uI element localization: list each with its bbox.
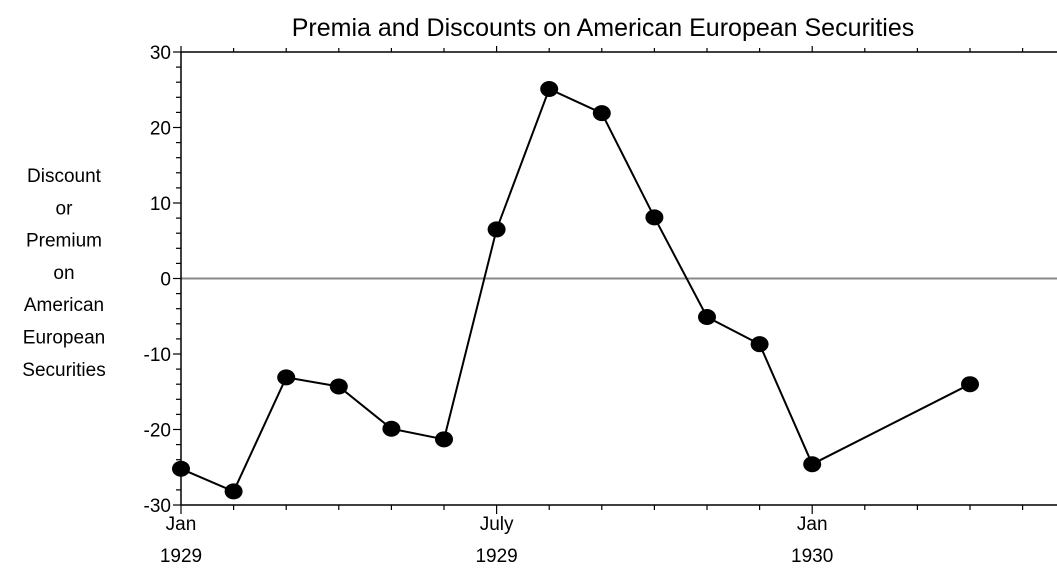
data-point	[961, 376, 979, 393]
y-axis-label-line: European	[23, 328, 105, 349]
y-axis-label-line: Securities	[22, 360, 105, 381]
y-tick-label: -20	[144, 421, 171, 442]
y-tick-label: 30	[150, 43, 171, 64]
y-tick-label: 0	[160, 270, 171, 291]
data-point	[698, 309, 716, 326]
y-tick-label: 20	[150, 119, 171, 140]
x-tick-label-month: Jan	[797, 514, 828, 535]
data-point	[750, 336, 769, 353]
data-point	[487, 221, 506, 238]
x-tick-label-year: 1929	[160, 546, 202, 567]
y-tick-label: -10	[144, 345, 171, 366]
y-axis-label-line: Discount	[27, 166, 102, 187]
data-point	[645, 209, 664, 226]
y-axis-label-line: on	[53, 263, 74, 284]
data-point	[172, 460, 190, 477]
x-tick-label-month: July	[480, 514, 514, 535]
data-point	[435, 431, 453, 448]
x-tick-label-month: Jan	[166, 514, 197, 535]
x-tick-label-year: 1929	[475, 546, 517, 567]
data-point	[329, 378, 348, 395]
data-point	[277, 369, 296, 386]
y-tick-labels: 30 20 10 0 -10 -20 -30	[144, 43, 171, 517]
x-tick-label-year: 1930	[791, 546, 833, 567]
series-line	[180, 87, 971, 493]
y-tick-label: -30	[144, 496, 171, 517]
data-point	[382, 420, 401, 437]
y-axis-label-line: Premium	[26, 231, 102, 252]
y-axis-label-line: or	[56, 198, 74, 219]
data-point	[803, 456, 822, 473]
x-tick-labels: Jan 1929 July 1929 Jan 1930	[160, 514, 833, 567]
data-point	[224, 483, 243, 500]
data-markers	[172, 80, 979, 500]
data-point	[592, 105, 611, 122]
data-point	[540, 80, 559, 97]
chart-title: Premia and Discounts on American Europea…	[292, 14, 915, 42]
y-axis-label: Discount or Premium on American European Secur…	[22, 166, 105, 381]
y-axis-label-line: American	[24, 295, 104, 316]
y-tick-label: 10	[150, 194, 171, 215]
